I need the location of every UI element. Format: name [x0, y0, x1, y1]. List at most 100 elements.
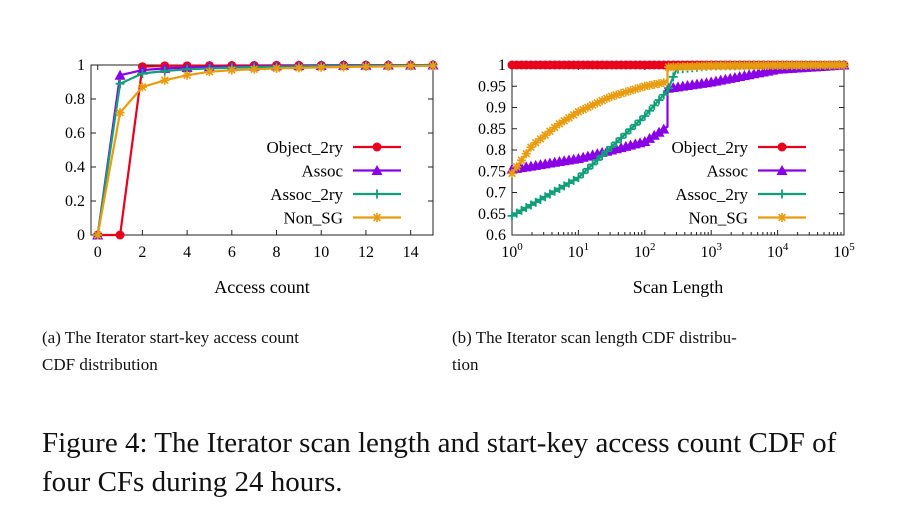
legend-label: Object_2ry [267, 138, 344, 157]
data-point [630, 120, 640, 130]
data-point [512, 208, 522, 218]
data-point [787, 60, 797, 70]
data-point [782, 60, 792, 70]
x-tick-label: 102 [634, 241, 656, 261]
figure-caption: Figure 4: The Iterator scan length and s… [42, 427, 837, 498]
data-point [773, 60, 783, 70]
data-point [597, 96, 607, 106]
data-point [763, 60, 773, 70]
legend-label: Assoc [706, 162, 748, 181]
data-point [673, 62, 683, 72]
data-point [521, 203, 531, 213]
legend-label: Non_SG [688, 209, 748, 228]
data-point [744, 61, 754, 71]
x-tick-label: 2 [138, 244, 146, 261]
data-point [639, 136, 651, 146]
data-point [649, 100, 659, 110]
data-point [658, 123, 670, 134]
data-point [611, 90, 621, 100]
data-point [516, 205, 526, 215]
data-point [550, 122, 560, 132]
data-point [564, 113, 574, 123]
legend-label: Assoc [301, 162, 343, 181]
data-point [545, 126, 555, 136]
data-point [531, 197, 541, 207]
y-tick-label: 0.6 [486, 227, 506, 244]
data-point [204, 67, 214, 77]
x-tick-label: 101 [568, 241, 590, 261]
data-point [583, 102, 593, 112]
data-point [540, 130, 550, 140]
data-point [839, 60, 849, 70]
data-point [682, 62, 692, 72]
data-point [630, 84, 640, 94]
data-point [706, 61, 716, 71]
y-tick-label: 1 [77, 57, 85, 74]
data-point [621, 87, 631, 97]
data-point [406, 61, 416, 71]
data-point [626, 86, 636, 96]
data-point [645, 106, 655, 116]
data-point [701, 61, 711, 71]
data-point [678, 62, 688, 72]
data-point [114, 69, 126, 80]
x-tick-label: 104 [767, 241, 789, 261]
data-point [272, 63, 282, 73]
data-point [588, 100, 598, 110]
x-tick-label: 103 [700, 241, 722, 261]
data-point [754, 61, 764, 71]
data-point [578, 168, 588, 178]
y-tick-label: 0.6 [65, 125, 85, 142]
data-point [648, 129, 660, 140]
subcaption-b-line1: (b) The Iterator scan length CDF distrib… [452, 328, 737, 347]
subcaption-a-line2: CDF distribution [42, 355, 158, 374]
x-tick-label: 8 [273, 244, 281, 261]
data-point [545, 189, 555, 199]
data-point [578, 105, 588, 115]
x-tick-label: 12 [358, 244, 374, 261]
x-tick-label: 100 [501, 241, 523, 261]
data-point [806, 60, 816, 70]
data-point [507, 211, 517, 221]
data-point [635, 83, 645, 93]
data-point [792, 60, 802, 70]
legend-marker [777, 189, 787, 199]
data-point [602, 93, 612, 103]
data-point [115, 230, 125, 240]
data-point [597, 151, 607, 161]
y-tick-label: 0.75 [478, 163, 506, 180]
data-point [653, 126, 665, 137]
data-point [668, 62, 678, 72]
data-point [777, 60, 787, 70]
data-point [137, 69, 147, 78]
data-point [554, 119, 564, 129]
legend-marker [777, 213, 787, 222]
data-point [535, 134, 545, 144]
data-point [160, 75, 170, 85]
x-tick-label: 105 [833, 241, 855, 261]
data-point [649, 79, 659, 89]
data-point [735, 61, 745, 71]
data-point [607, 142, 617, 152]
legend: Object_2ry Assoc Assoc_2ry Non_SG [267, 138, 401, 228]
data-point [569, 110, 579, 120]
legend-marker [372, 213, 382, 222]
data-point [749, 61, 759, 71]
data-point [830, 60, 840, 70]
data-point [801, 60, 811, 70]
y-tick-label: 0 [77, 227, 85, 244]
data-point [592, 155, 602, 165]
data-point [654, 79, 664, 89]
data-point [692, 61, 702, 71]
data-point [526, 200, 536, 210]
data-point [635, 115, 645, 125]
data-point [564, 178, 574, 188]
legend-marker [776, 165, 788, 175]
legend-marker [372, 189, 382, 199]
data-point [716, 61, 726, 71]
data-point [554, 184, 564, 194]
legend-label: Object_2ry [672, 138, 749, 157]
x-tick-label: 0 [94, 244, 102, 261]
data-point [559, 181, 569, 191]
